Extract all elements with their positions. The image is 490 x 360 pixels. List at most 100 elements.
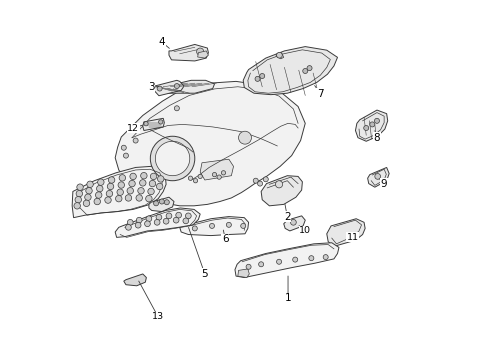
Circle shape — [166, 213, 172, 219]
Circle shape — [77, 184, 83, 190]
Polygon shape — [153, 80, 184, 96]
Circle shape — [108, 177, 115, 183]
Circle shape — [276, 259, 282, 264]
Circle shape — [156, 121, 161, 126]
Circle shape — [83, 200, 90, 207]
Polygon shape — [368, 167, 389, 187]
Circle shape — [136, 217, 142, 223]
Circle shape — [153, 201, 159, 206]
Text: 10: 10 — [299, 226, 311, 235]
Polygon shape — [180, 217, 248, 235]
Text: 5: 5 — [201, 269, 208, 279]
Circle shape — [150, 136, 195, 181]
Polygon shape — [327, 219, 365, 246]
Text: 9: 9 — [381, 179, 388, 189]
Circle shape — [116, 195, 122, 202]
Polygon shape — [124, 274, 147, 286]
Circle shape — [246, 264, 251, 269]
Circle shape — [156, 183, 163, 190]
Circle shape — [309, 256, 314, 261]
Circle shape — [125, 225, 131, 230]
Circle shape — [122, 145, 126, 150]
Circle shape — [375, 174, 381, 179]
Polygon shape — [149, 197, 174, 212]
Circle shape — [106, 190, 113, 197]
Circle shape — [258, 181, 263, 186]
Circle shape — [217, 175, 221, 179]
Circle shape — [97, 185, 103, 192]
Circle shape — [133, 138, 138, 143]
Circle shape — [75, 197, 81, 203]
Circle shape — [140, 180, 146, 186]
Circle shape — [157, 176, 164, 182]
Circle shape — [117, 189, 123, 195]
Circle shape — [370, 122, 375, 127]
Circle shape — [118, 182, 124, 188]
Circle shape — [74, 203, 80, 209]
Polygon shape — [284, 216, 305, 231]
Circle shape — [146, 216, 152, 222]
Circle shape — [174, 84, 179, 89]
Circle shape — [263, 177, 269, 182]
Circle shape — [135, 222, 141, 228]
Circle shape — [85, 194, 91, 201]
Circle shape — [241, 224, 245, 228]
Circle shape — [188, 176, 193, 180]
Text: 12: 12 — [127, 123, 139, 132]
Circle shape — [226, 222, 231, 227]
Circle shape — [239, 131, 251, 144]
Polygon shape — [169, 44, 208, 61]
Circle shape — [138, 188, 144, 194]
Circle shape — [96, 192, 102, 198]
Circle shape — [119, 175, 125, 181]
Circle shape — [164, 200, 170, 205]
Circle shape — [159, 120, 163, 124]
Polygon shape — [115, 208, 200, 237]
Polygon shape — [72, 166, 166, 218]
Circle shape — [148, 188, 154, 195]
Circle shape — [144, 122, 148, 126]
Text: 11: 11 — [346, 233, 359, 242]
Circle shape — [159, 199, 164, 204]
Circle shape — [146, 195, 152, 202]
Circle shape — [76, 190, 82, 197]
Polygon shape — [355, 110, 388, 141]
Circle shape — [141, 172, 147, 179]
Circle shape — [156, 215, 162, 220]
Circle shape — [107, 183, 114, 190]
Circle shape — [87, 181, 93, 188]
Circle shape — [303, 68, 308, 73]
Circle shape — [212, 172, 217, 177]
Polygon shape — [261, 176, 302, 206]
Circle shape — [221, 171, 225, 175]
Circle shape — [210, 224, 215, 228]
Circle shape — [149, 180, 156, 187]
Circle shape — [253, 178, 258, 183]
Circle shape — [150, 173, 157, 180]
Circle shape — [125, 195, 132, 201]
Polygon shape — [197, 51, 208, 58]
Circle shape — [94, 198, 100, 205]
Circle shape — [173, 217, 179, 223]
Polygon shape — [159, 80, 215, 93]
Circle shape — [293, 257, 298, 262]
Circle shape — [186, 213, 191, 219]
Circle shape — [198, 174, 202, 179]
Polygon shape — [238, 269, 249, 278]
Circle shape — [276, 52, 282, 58]
Circle shape — [374, 118, 379, 123]
Circle shape — [192, 226, 197, 231]
Polygon shape — [200, 159, 234, 180]
Text: 3: 3 — [147, 82, 154, 93]
Circle shape — [154, 220, 160, 225]
Text: 7: 7 — [317, 89, 323, 99]
Circle shape — [145, 221, 150, 226]
Circle shape — [86, 188, 92, 194]
Circle shape — [129, 180, 135, 187]
Circle shape — [364, 126, 368, 131]
Polygon shape — [243, 46, 338, 95]
Circle shape — [259, 262, 264, 267]
Text: 2: 2 — [284, 212, 291, 221]
Polygon shape — [143, 118, 164, 131]
Text: 13: 13 — [152, 312, 164, 321]
